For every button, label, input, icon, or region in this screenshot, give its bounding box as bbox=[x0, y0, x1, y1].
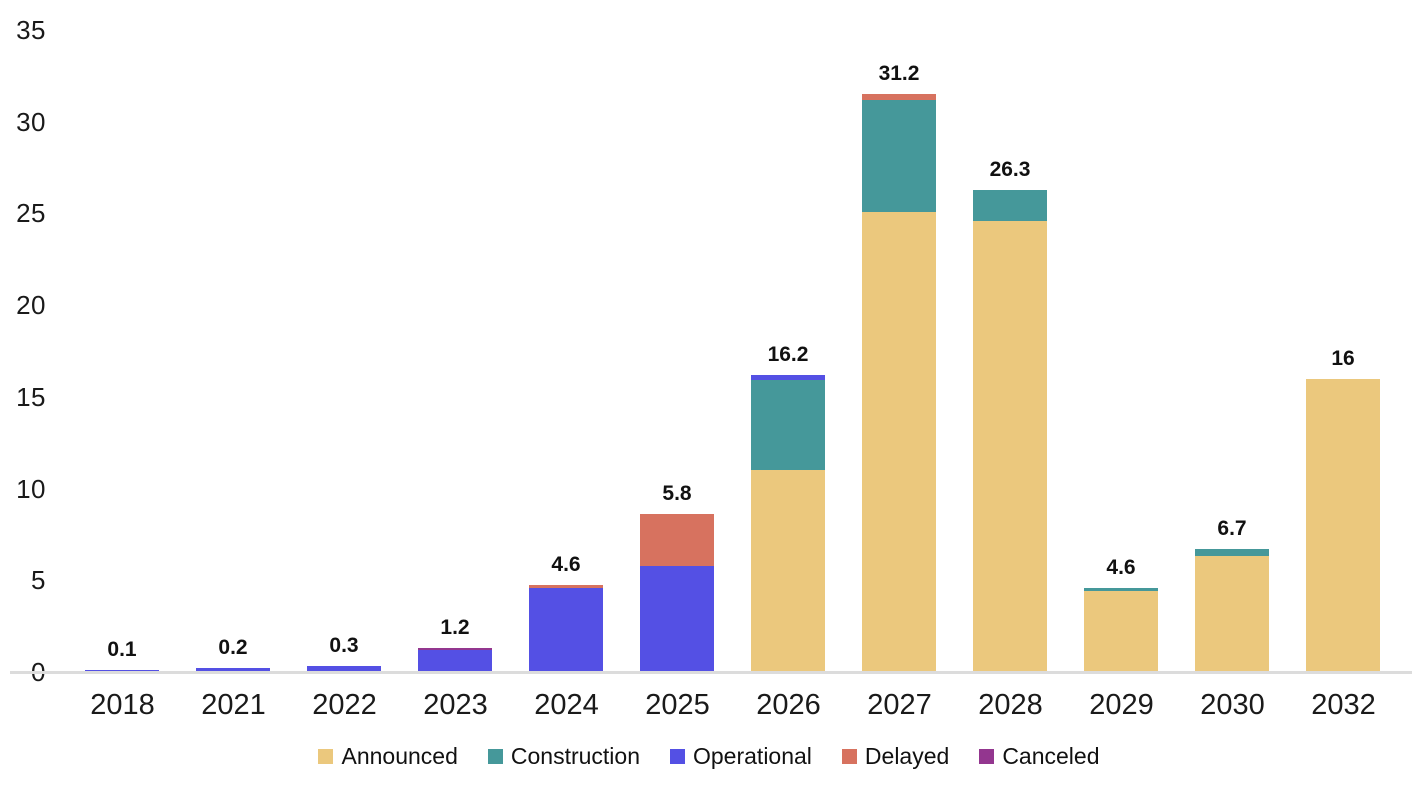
y-tick-label: 35 bbox=[16, 15, 46, 45]
bar-segment-construction-2029[interactable] bbox=[1084, 587, 1158, 592]
legend-label: Announced bbox=[341, 743, 458, 769]
legend-item-canceled[interactable]: Canceled bbox=[979, 741, 1100, 771]
bar-value-label: 26.3 bbox=[989, 157, 1031, 181]
bar-segment-announced-2028[interactable] bbox=[973, 220, 1047, 672]
legend-swatch-icon bbox=[318, 748, 334, 764]
bar-value-label: 5.8 bbox=[662, 482, 692, 506]
x-tick-label-2022: 2022 bbox=[312, 689, 377, 721]
bar-value-label: 0.1 bbox=[107, 638, 137, 662]
bar-segment-announced-2027[interactable] bbox=[862, 211, 936, 672]
legend-label: Operational bbox=[693, 743, 812, 769]
bar-segment-operational-2023[interactable] bbox=[418, 649, 492, 672]
x-tick-label-2024: 2024 bbox=[534, 689, 599, 721]
bar-value-label: 16.2 bbox=[767, 342, 809, 366]
bar-segment-canceled-2023[interactable] bbox=[418, 648, 492, 650]
y-tick-label: 25 bbox=[16, 198, 46, 229]
bar-value-label: 6.7 bbox=[1217, 517, 1247, 541]
bar-segment-operational-2022[interactable] bbox=[307, 666, 381, 672]
bar-segment-delayed-2025[interactable] bbox=[640, 514, 714, 566]
legend-swatch-icon bbox=[670, 748, 685, 764]
legend-item-announced[interactable]: Announced bbox=[318, 741, 458, 771]
y-tick-label: 30 bbox=[16, 106, 46, 137]
bar-segment-delayed-2027[interactable] bbox=[862, 94, 936, 100]
y-tick-label: 5 bbox=[31, 565, 46, 596]
legend-label: Canceled bbox=[1002, 743, 1100, 769]
bar-value-label: 31.2 bbox=[878, 62, 920, 86]
legend-swatch-icon bbox=[487, 748, 503, 764]
bar-segment-announced-2030[interactable] bbox=[1195, 556, 1269, 672]
bar-value-label: 4.6 bbox=[551, 552, 581, 576]
x-tick-label-2030: 2030 bbox=[1200, 689, 1265, 721]
bar-segment-announced-2026[interactable] bbox=[751, 470, 825, 672]
x-tick-label-2027: 2027 bbox=[867, 689, 932, 721]
legend-item-construction[interactable]: Construction bbox=[487, 741, 640, 771]
legend-label: Construction bbox=[510, 743, 640, 769]
bar-segment-operational-2024[interactable] bbox=[529, 587, 603, 672]
x-tick-label-2026: 2026 bbox=[756, 689, 821, 721]
bar-segment-construction-2028[interactable] bbox=[973, 189, 1047, 221]
bar-segment-delayed-2024[interactable] bbox=[529, 584, 603, 588]
bar-value-label: 16 bbox=[1331, 346, 1355, 370]
x-tick-label-2018: 2018 bbox=[90, 689, 155, 721]
x-tick-label-2023: 2023 bbox=[423, 689, 488, 721]
x-tick-label-2032: 2032 bbox=[1311, 689, 1376, 721]
legend: Announced Construction Operational Delayed C… bbox=[0, 741, 1418, 771]
x-tick-label-2029: 2029 bbox=[1089, 689, 1154, 721]
y-tick-label: 20 bbox=[16, 290, 46, 321]
legend-item-operational[interactable]: Operational bbox=[670, 741, 812, 771]
bar-segment-construction-2030[interactable] bbox=[1195, 549, 1269, 557]
bar-segment-operational-2026[interactable] bbox=[751, 374, 825, 381]
bar-segment-announced-2029[interactable] bbox=[1084, 591, 1158, 672]
y-tick-label: 10 bbox=[16, 473, 46, 504]
bar-segment-operational-2021[interactable] bbox=[196, 668, 270, 672]
bar-value-label: 0.3 bbox=[329, 634, 359, 658]
x-tick-label-2021: 2021 bbox=[201, 689, 266, 721]
legend-label: Delayed bbox=[864, 743, 950, 769]
x-tick-label-2025: 2025 bbox=[645, 689, 710, 721]
bar-value-label: 1.2 bbox=[440, 616, 470, 640]
bar-value-label: 4.6 bbox=[1106, 555, 1136, 579]
legend-swatch-icon bbox=[841, 748, 857, 764]
bar-segment-construction-2026[interactable] bbox=[751, 380, 825, 471]
legend-item-delayed[interactable]: Delayed bbox=[841, 741, 950, 771]
y-tick-label: 15 bbox=[16, 381, 46, 412]
bar-segment-announced-2032[interactable] bbox=[1306, 378, 1380, 672]
bar-segment-construction-2027[interactable] bbox=[862, 99, 936, 212]
x-axis-baseline bbox=[10, 671, 1412, 674]
x-tick-label-2028: 2028 bbox=[978, 689, 1043, 721]
bar-segment-operational-2025[interactable] bbox=[640, 565, 714, 672]
bar-value-label: 0.2 bbox=[218, 636, 248, 660]
legend-swatch-icon bbox=[979, 748, 995, 764]
